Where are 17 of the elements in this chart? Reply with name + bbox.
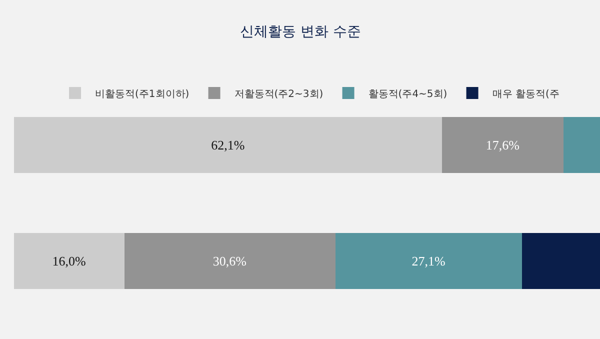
bar — [14, 233, 124, 289]
text: 신체활동 변화 수준 — [240, 24, 361, 40]
data-label: 30,6% — [212, 254, 247, 268]
bar — [442, 117, 564, 173]
bar — [124, 233, 336, 289]
bar — [522, 233, 600, 289]
legend-label: 비활동적(주1회이하) — [95, 88, 190, 100]
data-label: 62,1% — [211, 138, 245, 152]
legend-label: 저활동적(주2~3회) — [234, 88, 324, 100]
data-label: 17,6% — [486, 138, 520, 152]
bar — [14, 117, 442, 173]
data-label: 16,0% — [52, 254, 86, 268]
bar — [335, 233, 522, 289]
legend-label: 매우 활동적(주 — [492, 88, 560, 100]
bar — [563, 117, 600, 173]
data-label: 27,1% — [412, 254, 446, 268]
legend-label: 활동적(주4~5회) — [368, 88, 448, 100]
